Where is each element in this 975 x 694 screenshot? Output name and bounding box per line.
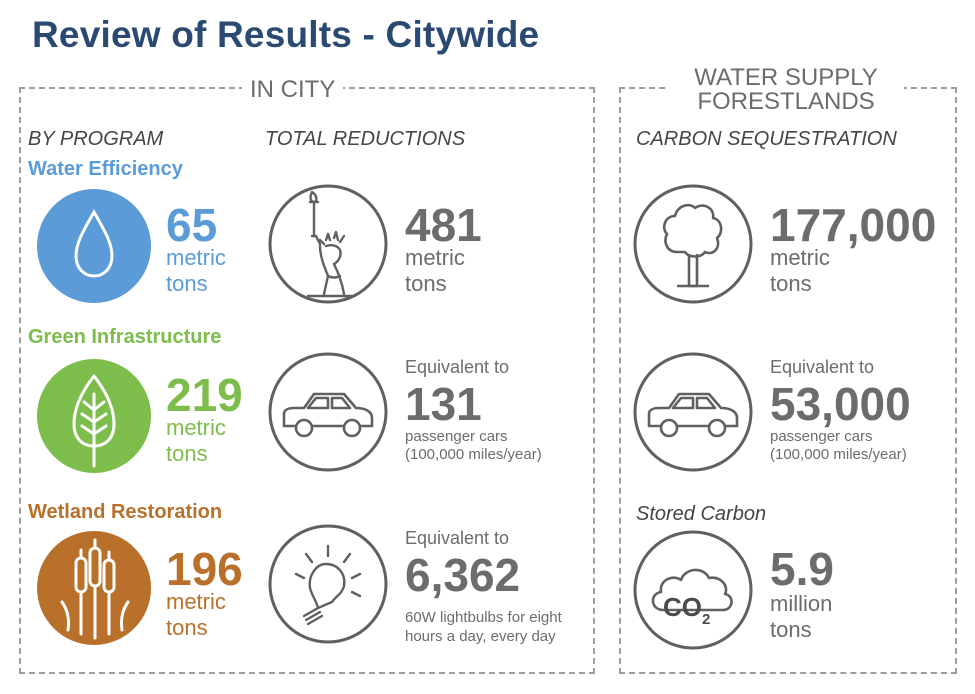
- forest-cars-line2: (100,000 miles/year): [770, 446, 907, 463]
- forest-cars-value: 53,000: [770, 378, 911, 430]
- car-icon: [268, 352, 388, 472]
- sequestration-unit1: metric: [770, 245, 830, 270]
- program-name-wetland-restoration: Wetland Restoration: [28, 501, 223, 523]
- cars-value: 131: [405, 378, 482, 430]
- sequestration-unit2: tons: [770, 271, 812, 296]
- forestlands-label-line1: WATER SUPPLY: [694, 64, 878, 91]
- lightbulb-icon: [268, 524, 388, 644]
- total-reduction-unit1: metric: [405, 245, 465, 270]
- car-icon: [633, 352, 753, 472]
- program-unit2-green-infrastructure: tons: [166, 441, 208, 466]
- program-unit1-water-efficiency: metric: [166, 245, 226, 270]
- carbon-sequestration-heading: CARBON SEQUESTRATION: [636, 128, 897, 150]
- cattail-icon: [37, 531, 151, 645]
- total-reductions-heading: TOTAL REDUCTIONS: [265, 128, 466, 150]
- page-title: Review of Results - Citywide: [32, 14, 540, 55]
- stored-carbon-unit1: million: [770, 591, 833, 616]
- program-value-wetland-restoration: 196: [166, 543, 243, 595]
- leaf-icon: [37, 359, 151, 473]
- cars-prefix: Equivalent to: [405, 357, 510, 377]
- by-program-heading: BY PROGRAM: [28, 128, 164, 150]
- tree-icon: [633, 184, 753, 304]
- co2-cloud-icon: CO2: [633, 530, 753, 650]
- forest-cars-line1: passenger cars: [770, 428, 873, 445]
- stored-carbon-heading: Stored Carbon: [636, 503, 767, 525]
- program-unit2-wetland-restoration: tons: [166, 615, 208, 640]
- program-name-water-efficiency: Water Efficiency: [28, 158, 183, 180]
- water-drop-icon: [37, 189, 151, 303]
- bulbs-value: 6,362: [405, 549, 521, 601]
- program-value-green-infrastructure: 219: [166, 369, 243, 421]
- forest-cars-prefix: Equivalent to: [770, 357, 875, 377]
- program-unit1-wetland-restoration: metric: [166, 589, 226, 614]
- total-reduction-value: 481: [405, 199, 482, 251]
- total-reduction-unit2: tons: [405, 271, 447, 296]
- program-value-water-efficiency: 65: [166, 199, 218, 251]
- co2-text: CO: [663, 592, 702, 622]
- sequestration-value: 177,000: [770, 199, 937, 251]
- co2-subscript: 2: [702, 611, 711, 628]
- in-city-label: IN CITY: [242, 78, 344, 102]
- forestlands-label: WATER SUPPLY FORESTLANDS: [668, 66, 904, 114]
- statue-of-liberty-icon: [268, 184, 388, 304]
- bulbs-prefix: Equivalent to: [405, 528, 510, 548]
- stored-carbon-unit2: tons: [770, 617, 812, 642]
- forestlands-label-line2: FORESTLANDS: [697, 88, 875, 115]
- bulbs-line1: 60W lightbulbs for eight: [405, 609, 562, 626]
- cars-line1: passenger cars: [405, 428, 508, 445]
- program-unit1-green-infrastructure: metric: [166, 415, 226, 440]
- stored-carbon-value: 5.9: [770, 543, 834, 595]
- cars-line2: (100,000 miles/year): [405, 446, 542, 463]
- program-name-green-infrastructure: Green Infrastructure: [28, 326, 222, 348]
- program-unit2-water-efficiency: tons: [166, 271, 208, 296]
- bulbs-line2: hours a day, every day: [405, 628, 556, 645]
